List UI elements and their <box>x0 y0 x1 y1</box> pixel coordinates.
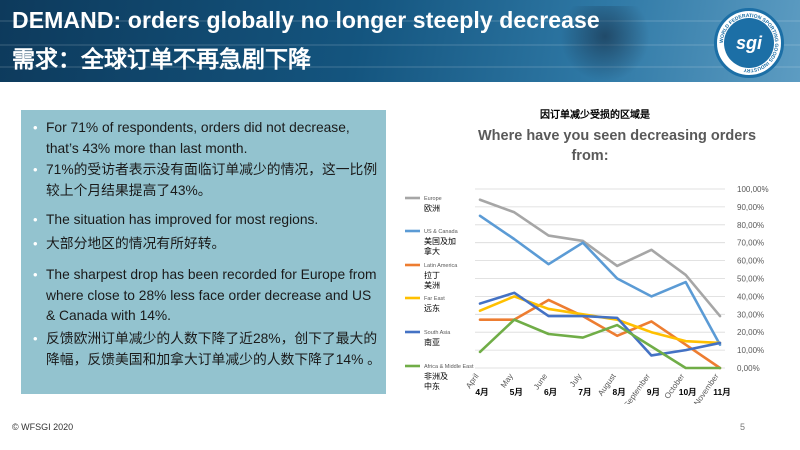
bullet-dot-icon: • <box>33 331 38 346</box>
legend-label-chinese: 非洲及 <box>424 371 448 381</box>
bullet-dot-icon: • <box>33 120 38 135</box>
y-tick-label: 90,00% <box>737 203 764 212</box>
x-tick-label-chinese: 11月 <box>713 387 731 397</box>
chart-title: Where have you seen decreasing orders <box>478 128 756 144</box>
legend-label-chinese-line-2: 拿大 <box>424 246 440 256</box>
legend-label: South Asia <box>424 330 451 336</box>
y-tick-label: 10,00% <box>737 346 764 355</box>
bullet-4: • 大部分地区的情况有所好转。 <box>33 234 383 255</box>
y-tick-label: 30,00% <box>737 310 764 319</box>
bullet-1: • For 71% of respondents, orders did not… <box>33 120 350 156</box>
legend-label-chinese-line-2: 美洲 <box>424 280 440 290</box>
logo-inner-circle <box>724 18 774 68</box>
y-tick-label: 50,00% <box>737 275 764 284</box>
summary-box: • For 71% of respondents, orders did not… <box>21 110 386 394</box>
y-tick-label: 80,00% <box>737 221 764 230</box>
legend-label-chinese: 欧洲 <box>424 203 440 213</box>
legend-label: Far East <box>424 296 445 302</box>
copyright: © WFSGI 2020 <box>12 422 74 432</box>
wfsgi-logo: WORLD FEDERATION SPORTING GOODS INDUSTRY… <box>714 8 784 78</box>
legend-label-chinese: 拉丁 <box>424 270 440 280</box>
x-tick-label-chinese: 5月 <box>510 387 523 397</box>
y-tick-label: 100,00% <box>737 185 769 194</box>
chart-title-chinese: 因订单减少受损的区域是 <box>540 108 650 121</box>
bullet-5: • The sharpest drop has been recorded fo… <box>33 267 377 323</box>
legend-label-chinese: 南亚 <box>424 337 440 347</box>
bullet-dot-icon: • <box>33 212 38 227</box>
legend-label-chinese: 美国及加 <box>424 236 456 246</box>
bullet-2: • 71%的受访者表示没有面临订单减少的情况，这一比例较上个月结果提高了43%。 <box>33 162 378 198</box>
series-line-africa-middle-east <box>478 318 722 370</box>
x-tick-label-chinese: 6月 <box>544 387 557 397</box>
series-line-south-asia <box>478 291 722 357</box>
bullet-3: • The situation has improved for most re… <box>33 210 383 231</box>
bullet-dot-icon: • <box>33 236 38 251</box>
x-tick-label-chinese: 9月 <box>647 387 660 397</box>
athlete-photo <box>560 6 650 82</box>
legend-label-chinese: 远东 <box>424 303 440 313</box>
y-tick-label: 0,00% <box>737 364 760 373</box>
legend-label: Europe <box>424 196 442 202</box>
series-line-us-canada <box>478 214 722 347</box>
slide-header: DEMAND: orders globally no longer steepl… <box>0 0 800 82</box>
series-line-europe <box>478 198 722 318</box>
y-tick-label: 60,00% <box>737 257 764 266</box>
bullet-dot-icon: • <box>33 162 38 177</box>
title-chinese: 需求：全球订单不再急剧下降 <box>12 46 311 72</box>
legend-label-chinese-line-2: 中东 <box>424 381 440 391</box>
x-tick-label-chinese: 7月 <box>578 387 591 397</box>
legend-label: US & Canada <box>424 229 459 235</box>
legend-label: Latin America <box>424 263 458 269</box>
bullet-dot-icon: • <box>33 267 38 282</box>
decreasing-orders-line-chart: 因订单减少受损的区域是 Where have you seen decreasin… <box>405 108 769 404</box>
logo-text: sgi <box>735 33 762 53</box>
x-tick-label-chinese: 10月 <box>679 387 697 397</box>
y-tick-label: 20,00% <box>737 328 764 337</box>
bullet-6: • 反馈欧洲订单减少的人数下降了近28%，创下了最大的降幅，反馈美国和加拿大订单… <box>33 331 381 367</box>
y-tick-label: 40,00% <box>737 292 764 301</box>
y-tick-label: 70,00% <box>737 239 764 248</box>
page-number: 5 <box>740 422 746 432</box>
x-tick-label-chinese: 4月 <box>475 387 488 397</box>
title-english: DEMAND: orders globally no longer steepl… <box>12 7 600 33</box>
chart-title-line-2: from: <box>571 148 608 164</box>
legend-label: Africa & Middle East <box>424 364 474 370</box>
x-tick-label-chinese: 8月 <box>613 387 626 397</box>
series-line-latin-america <box>478 298 722 370</box>
